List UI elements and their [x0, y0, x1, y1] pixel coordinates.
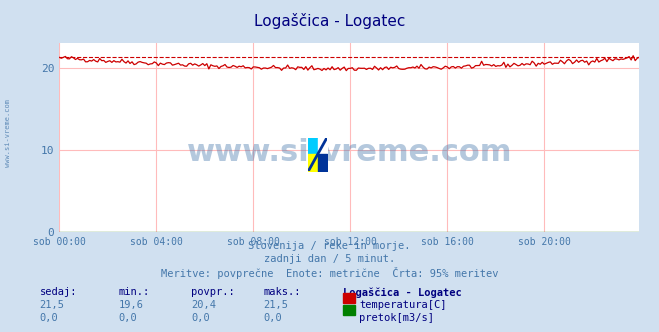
Text: zadnji dan / 5 minut.: zadnji dan / 5 minut.	[264, 254, 395, 264]
Text: 20,4: 20,4	[191, 300, 216, 310]
Text: povpr.:: povpr.:	[191, 287, 235, 297]
Text: temperatura[C]: temperatura[C]	[359, 300, 447, 310]
Text: Logaščica - Logatec: Logaščica - Logatec	[254, 13, 405, 29]
Text: www.si-vreme.com: www.si-vreme.com	[5, 99, 11, 167]
Text: Slovenija / reke in morje.: Slovenija / reke in morje.	[248, 241, 411, 251]
Text: maks.:: maks.:	[264, 287, 301, 297]
Text: 21,5: 21,5	[40, 300, 65, 310]
Text: 0,0: 0,0	[119, 313, 137, 323]
Text: www.si-vreme.com: www.si-vreme.com	[186, 138, 512, 167]
Text: 21,5: 21,5	[264, 300, 289, 310]
Text: 0,0: 0,0	[264, 313, 282, 323]
Text: 19,6: 19,6	[119, 300, 144, 310]
Text: 0,0: 0,0	[40, 313, 58, 323]
Text: sedaj:: sedaj:	[40, 287, 77, 297]
Text: min.:: min.:	[119, 287, 150, 297]
Text: Meritve: povprečne  Enote: metrične  Črta: 95% meritev: Meritve: povprečne Enote: metrične Črta:…	[161, 267, 498, 279]
Text: Logaščica - Logatec: Logaščica - Logatec	[343, 287, 461, 298]
Text: pretok[m3/s]: pretok[m3/s]	[359, 313, 434, 323]
Text: 0,0: 0,0	[191, 313, 210, 323]
